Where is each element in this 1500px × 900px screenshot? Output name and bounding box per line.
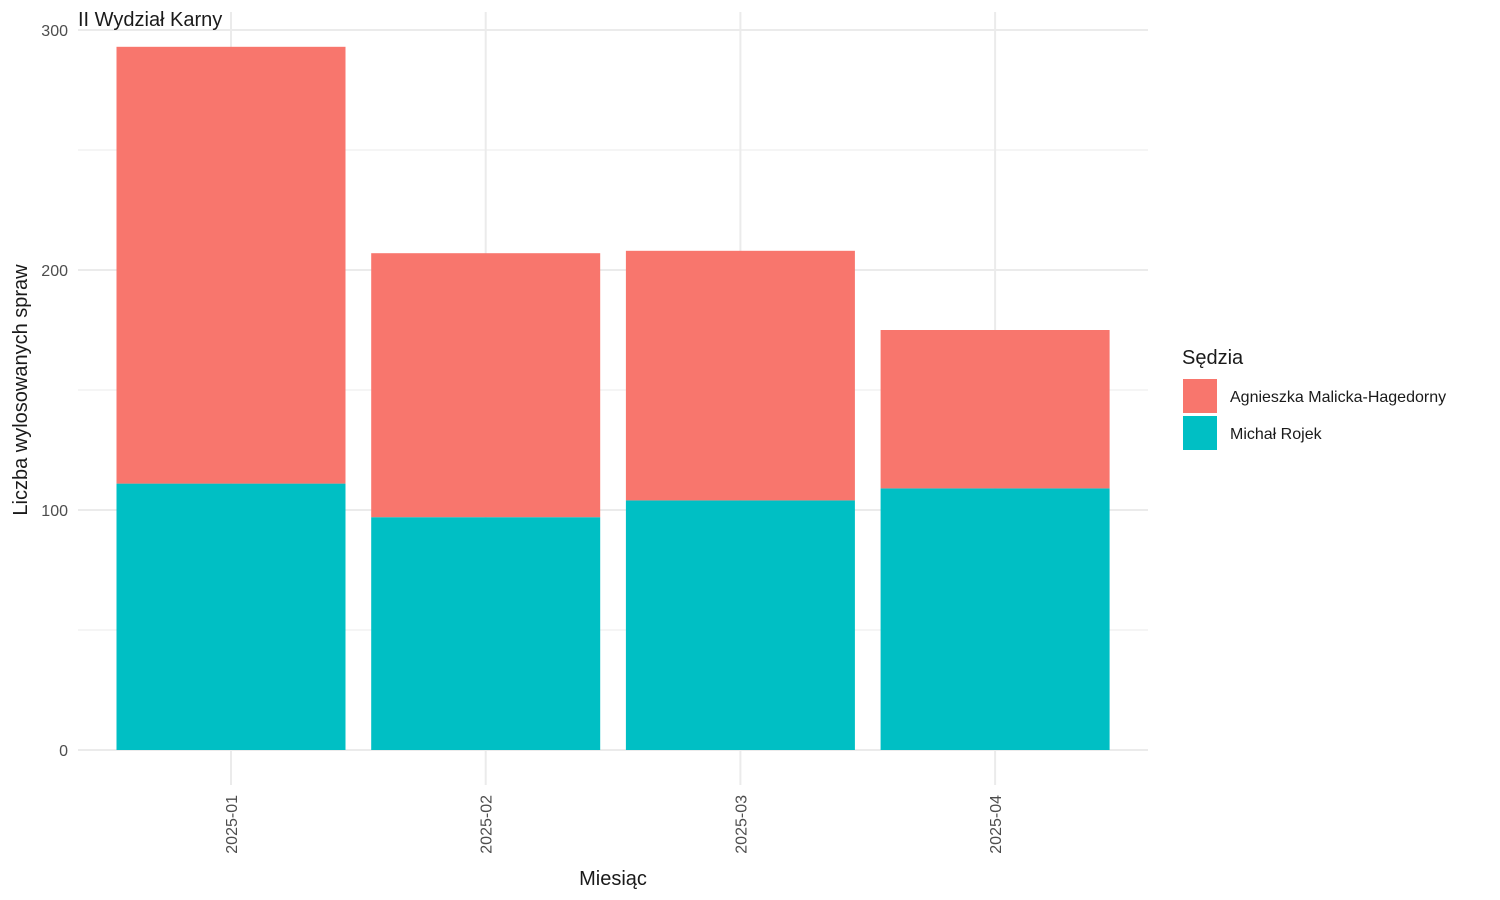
x-tick-label: 2025-02 — [479, 795, 496, 854]
y-tick-label: 100 — [41, 503, 68, 520]
bars — [116, 46, 1110, 750]
bar-segment — [116, 46, 346, 484]
bar-segment — [371, 253, 601, 518]
x-tick-label: 2025-03 — [733, 795, 750, 854]
bar-segment — [371, 517, 601, 750]
legend-key — [1183, 379, 1217, 413]
legend-key — [1183, 416, 1217, 450]
y-tick-label: 0 — [59, 743, 68, 760]
legend: Sędzia Agnieszka Malicka-Hagedorny Michał… — [1182, 347, 1446, 450]
y-tick-label: 300 — [41, 23, 68, 40]
bar-segment — [625, 500, 855, 750]
x-axis-title: Miesiąc — [579, 868, 647, 890]
bar-segment — [880, 330, 1110, 489]
chart-title: II Wydział Karny — [78, 9, 222, 31]
bar-segment — [116, 483, 346, 750]
bar-segment — [625, 250, 855, 501]
x-tick-label: 2025-01 — [224, 795, 241, 854]
bar-segment — [880, 488, 1110, 750]
legend-items: Agnieszka Malicka-Hagedorny Michał Rojek — [1183, 379, 1446, 450]
y-axis-ticks: 0 100 200 300 — [41, 23, 68, 760]
x-tick-label: 2025-04 — [988, 795, 1005, 854]
legend-label: Michał Rojek — [1230, 426, 1323, 443]
y-axis-title: Liczba wylosowanych spraw — [10, 264, 32, 516]
x-axis-ticks: 2025-01 2025-02 2025-03 2025-04 — [224, 795, 1005, 854]
legend-label: Agnieszka Malicka-Hagedorny — [1230, 389, 1446, 406]
legend-title: Sędzia — [1182, 347, 1244, 369]
y-tick-label: 200 — [41, 263, 68, 280]
